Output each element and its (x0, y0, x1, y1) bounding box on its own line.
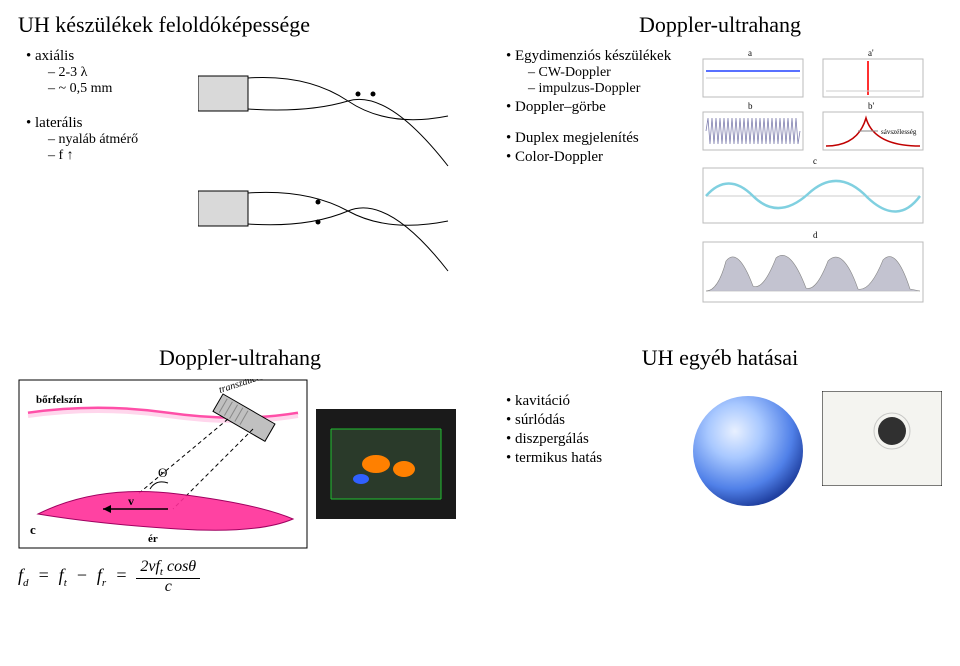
sub-f: f ↑ (48, 148, 198, 164)
svg-text:Θ: Θ (158, 465, 167, 480)
svg-text:ér: ér (148, 533, 158, 545)
svg-text:bőrfelszín: bőrfelszín (36, 394, 82, 406)
sub-beam: nyaláb átmérő (48, 132, 198, 148)
slide-title: Doppler-ultrahang (498, 12, 942, 38)
doppler-panels: a a' b b' sávszélesség c (698, 46, 928, 316)
svg-text:c: c (30, 522, 36, 537)
svg-text:c: c (813, 156, 817, 166)
resolution-diagram (198, 46, 458, 286)
slide-title: UH egyéb hatásai (498, 345, 942, 371)
bullet-column: axiális 2-3 λ ~ 0,5 mm laterális nyaláb … (18, 46, 198, 291)
slide-title: Doppler-ultrahang (18, 345, 462, 371)
svg-text:b': b' (868, 101, 875, 111)
svg-text:b: b (748, 101, 753, 111)
sub-lambda: 2-3 λ (48, 65, 198, 81)
bullet-dispersion: diszpergálás (506, 431, 668, 448)
svg-text:a: a (748, 48, 752, 58)
bullet-1d: Egydimenziós készülékek CW-Doppler impul… (506, 48, 698, 97)
cavitation-sphere (688, 391, 808, 511)
sub-cw: CW-Doppler (528, 65, 698, 81)
doppler-formula: fd = ft − fr = 2vft cosθ c (18, 559, 462, 595)
svg-text:sávszélesség: sávszélesség (881, 128, 917, 136)
doppler-geometry-diagram: bőrfelszín transzducer Θ v c (18, 379, 308, 549)
bullet-thermal: termikus hatás (506, 450, 668, 467)
bullet-duplex: Duplex megjelenítés (506, 130, 698, 147)
svg-text:a': a' (868, 48, 874, 58)
slide-doppler-formula: Doppler-ultrahang bőrfelszín transzducer (0, 333, 480, 666)
sub-mm: ~ 0,5 mm (48, 81, 198, 97)
svg-text:v: v (128, 494, 134, 508)
bullet-lateral: laterális nyaláb átmérő f ↑ (26, 115, 198, 164)
slide-resolution: UH készülékek feloldóképessége axiális 2… (0, 0, 480, 333)
svg-text:d: d (813, 230, 818, 240)
slide-doppler-types: Doppler-ultrahang Egydimenziós készüléke… (480, 0, 960, 333)
slide-title: UH készülékek feloldóképessége (18, 12, 462, 38)
slide-other-effects: UH egyéb hatásai kavitáció súrlódás disz… (480, 333, 960, 666)
bullet-cavitation: kavitáció (506, 393, 668, 410)
bullet-axial: axiális 2-3 λ ~ 0,5 mm (26, 48, 198, 97)
bullet-color: Color-Doppler (506, 149, 698, 166)
cavitation-photo (822, 391, 942, 486)
bullet-friction: súrlódás (506, 412, 668, 429)
bullet-curve: Doppler–görbe (506, 99, 698, 116)
sub-impulse: impulzus-Doppler (528, 81, 698, 97)
color-doppler-image (316, 409, 456, 519)
